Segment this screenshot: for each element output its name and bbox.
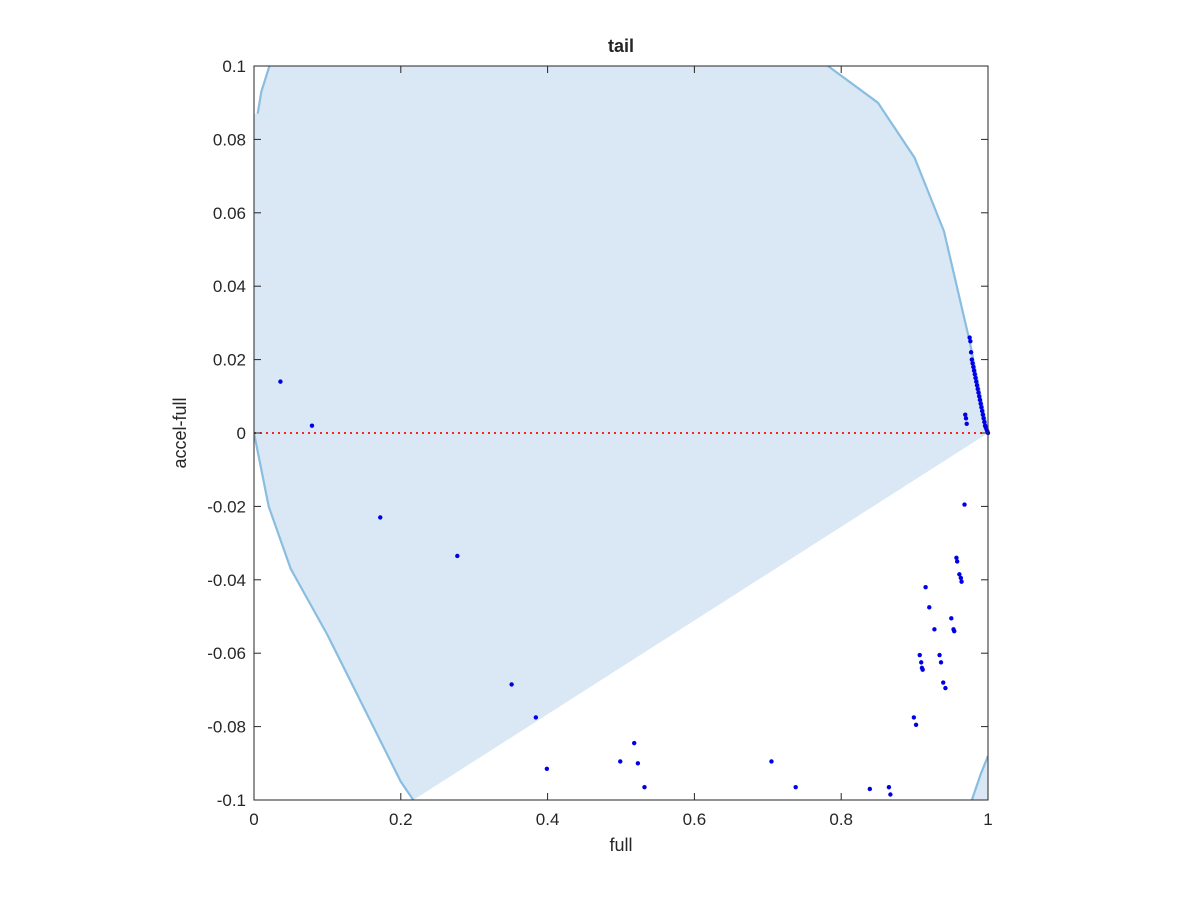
data-point-34	[957, 572, 962, 577]
data-point-48	[972, 372, 977, 377]
data-point-8	[632, 740, 637, 746]
region-boundary-corner	[970, 755, 988, 800]
x-tick-label: 0.4	[536, 810, 560, 829]
data-point-33	[954, 559, 960, 564]
data-point-59	[980, 412, 986, 417]
data-point-19	[919, 660, 924, 665]
data-point-25	[937, 652, 942, 658]
data-point-22	[923, 584, 928, 590]
x-tick-label: 0	[249, 810, 258, 829]
data-point-23	[927, 605, 932, 610]
data-point-13	[867, 786, 873, 792]
data-point-44	[969, 357, 975, 362]
data-point-51	[974, 383, 980, 388]
data-point-2	[378, 515, 383, 520]
y-tick-label: -0.06	[207, 644, 246, 663]
data-point-53	[976, 390, 981, 395]
region-boundary-left-lower	[254, 432, 415, 800]
data-point-36	[959, 579, 964, 584]
data-point-28	[943, 685, 948, 691]
data-point-5	[533, 715, 539, 720]
data-point-6	[544, 766, 550, 772]
y-tick-label: -0.04	[207, 571, 246, 590]
data-point-46	[971, 364, 976, 370]
data-point-57	[979, 405, 984, 410]
y-tick-label: -0.1	[217, 791, 246, 810]
data-point-15	[888, 792, 893, 797]
data-point-43	[968, 350, 974, 355]
data-point-61	[982, 419, 987, 425]
data-point-9	[635, 761, 641, 766]
data-point-40	[964, 421, 969, 427]
data-point-16	[911, 715, 917, 720]
y-axis-label: accel-full	[170, 397, 190, 468]
data-point-29	[949, 616, 954, 621]
data-point-31	[952, 628, 957, 634]
y-tick-label: 0.08	[213, 130, 246, 149]
data-point-41	[967, 335, 972, 340]
data-point-0	[278, 379, 283, 384]
data-point-17	[913, 722, 919, 727]
data-point-18	[917, 652, 922, 658]
data-point-45	[970, 361, 975, 366]
x-tick-label: 0.6	[683, 810, 707, 829]
y-tick-label: 0.04	[213, 277, 246, 296]
x-tick-label: 0.8	[829, 810, 853, 829]
data-point-50	[974, 379, 979, 384]
y-tick-label: -0.02	[207, 497, 246, 516]
data-point-32	[954, 555, 959, 560]
y-tick-label: -0.08	[207, 718, 246, 737]
data-point-11	[769, 759, 774, 764]
data-point-38	[963, 412, 968, 417]
data-point-24	[932, 627, 937, 632]
data-point-7	[618, 759, 623, 764]
data-point-56	[978, 401, 983, 406]
data-point-54	[976, 394, 982, 399]
x-tick-label: 0.2	[389, 810, 413, 829]
data-point-35	[958, 575, 964, 581]
y-tick-label: 0.06	[213, 204, 246, 223]
data-point-39	[963, 416, 969, 421]
data-point-14	[886, 784, 892, 790]
data-point-1	[309, 423, 315, 428]
data-point-3	[455, 553, 460, 559]
data-point-10	[642, 784, 647, 790]
data-point-21	[920, 667, 925, 672]
chart-title: tail	[608, 36, 634, 56]
data-point-26	[938, 660, 944, 665]
data-point-37	[962, 502, 967, 507]
data-point-27	[941, 680, 946, 685]
data-point-60	[981, 416, 986, 421]
region-boundary-left-upper	[256, 66, 271, 114]
x-axis-label: full	[609, 835, 632, 855]
data-point-49	[973, 375, 978, 381]
data-point-52	[975, 386, 980, 392]
data-point-12	[793, 784, 798, 790]
y-tick-label: 0.02	[213, 351, 246, 370]
data-point-58	[979, 408, 985, 414]
data-point-4	[509, 682, 514, 687]
region-boundary-right	[827, 66, 988, 434]
x-tick-label: 1	[983, 810, 992, 829]
data-point-47	[971, 368, 977, 373]
data-point-55	[977, 397, 983, 403]
data-point-42	[968, 339, 973, 344]
plot-area: 0 0.2 0.4 0.6 0.8 1 -0.1 -0.08 -0.06 -0.04 -0.02 0 0…	[207, 57, 992, 829]
y-tick-label: 0.1	[222, 57, 246, 76]
y-tick-label: 0	[237, 424, 246, 443]
